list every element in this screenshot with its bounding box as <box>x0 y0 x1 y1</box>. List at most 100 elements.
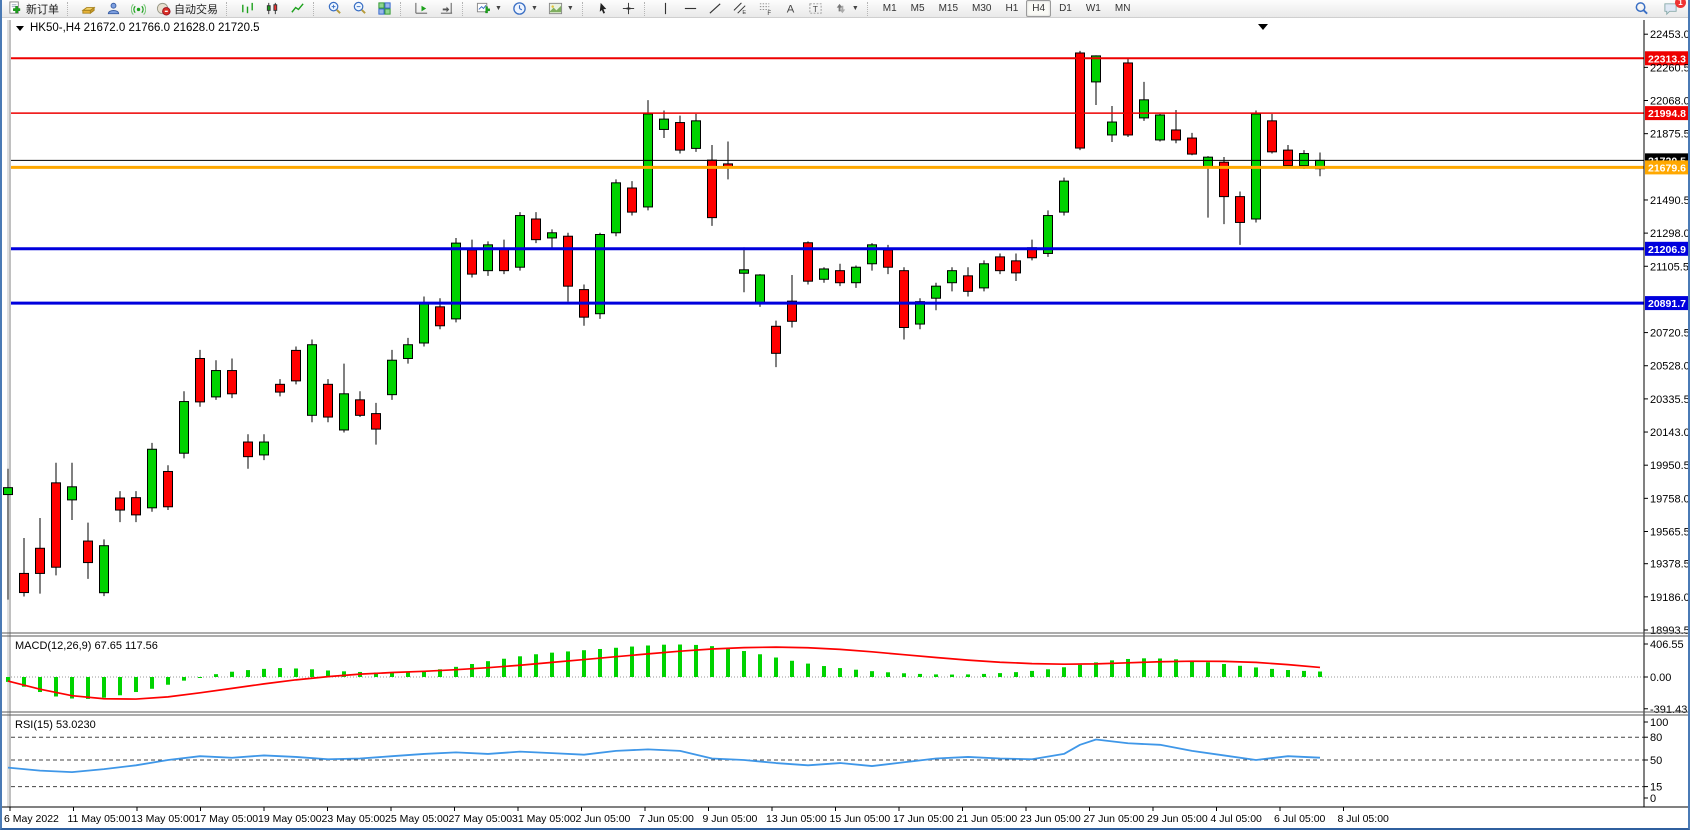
macd-histogram-bar <box>630 646 634 677</box>
svg-text:19565.5: 19565.5 <box>1650 526 1690 538</box>
macd-histogram-bar <box>262 668 266 677</box>
candle-body-down <box>243 441 253 458</box>
candle-body-down <box>275 383 285 393</box>
macd-histogram-bar <box>1270 668 1274 677</box>
timeframe-d1-button[interactable]: D1 <box>1059 3 1072 14</box>
macd-histogram-bar <box>742 651 746 677</box>
candle-chart-icon[interactable] <box>261 0 284 18</box>
new-order-label: 新订单 <box>26 3 59 16</box>
svg-text:20891.7: 20891.7 <box>1648 298 1686 310</box>
candle-body-up <box>1043 215 1053 254</box>
candle-body-up <box>211 370 221 398</box>
svg-text:23 May 05:00: 23 May 05:00 <box>322 813 386 825</box>
macd-histogram-bar <box>486 661 490 677</box>
template-dropdown[interactable]: ▼ <box>544 0 578 18</box>
macd-histogram-bar <box>726 648 730 677</box>
line-chart-icon[interactable] <box>286 0 309 18</box>
timeframe-m15-button[interactable]: M15 <box>938 3 959 14</box>
svg-text:20720.5: 20720.5 <box>1650 328 1690 340</box>
macd-pane[interactable]: MACD(12,26,9) 67.65 117.56 <box>6 640 1644 700</box>
period-dropdown[interactable]: ▼ <box>508 0 542 18</box>
macd-histogram-bar <box>678 644 682 677</box>
macd-histogram-bar <box>198 677 202 678</box>
svg-text:21994.8: 21994.8 <box>1648 108 1686 120</box>
toolbar-separator <box>462 1 468 16</box>
macd-histogram-bar <box>454 666 458 677</box>
timeframe-h1-button[interactable]: H1 <box>1005 3 1019 14</box>
macd-histogram-bar <box>566 651 570 677</box>
price-axis[interactable]: 22313.321994.821720.521679.621206.920891… <box>1643 20 1690 807</box>
candle-body-down <box>771 325 781 354</box>
svg-text:A: A <box>787 3 795 15</box>
candle-body-down <box>1187 137 1197 155</box>
candle-body-up <box>339 393 349 431</box>
chat-icon[interactable]: 1 <box>1659 0 1686 18</box>
price-pane[interactable] <box>3 50 1645 600</box>
candle-body-down <box>371 413 381 430</box>
new-chart-dropdown[interactable]: ▼ <box>472 0 506 18</box>
toolbar-separator <box>581 1 588 16</box>
candle-body-up <box>755 274 765 304</box>
crosshair-icon[interactable] <box>617 0 640 18</box>
timeframe-w1-button[interactable]: W1 <box>1085 3 1101 14</box>
timeframe-m1-button[interactable]: M1 <box>882 3 897 14</box>
macd-histogram-bar <box>950 674 954 677</box>
svg-text:50: 50 <box>1650 755 1662 767</box>
svg-text:17 Jun 05:00: 17 Jun 05:00 <box>893 813 954 825</box>
tile-windows-icon[interactable] <box>373 0 396 18</box>
chart-canvas[interactable]: MACD(12,26,9) 67.65 117.56 RSI(15) 53.023… <box>2 18 1690 830</box>
macd-histogram-bar <box>1078 664 1082 677</box>
candle-body-down <box>1011 260 1021 274</box>
hline-icon[interactable] <box>679 0 702 18</box>
candle-body-down <box>35 547 45 574</box>
trendline-icon[interactable] <box>704 0 727 18</box>
zoom-in-icon[interactable] <box>323 0 346 18</box>
svg-text:20528.0: 20528.0 <box>1650 361 1690 373</box>
fibonacci-icon[interactable]: F <box>754 0 777 18</box>
toolbar-separator <box>643 1 650 16</box>
zoom-out-icon[interactable] <box>348 0 371 18</box>
time-axis[interactable]: 6 May 2022 11 May 05:00 13 May 05:00 17 May… <box>4 807 1389 825</box>
candle-body-down <box>675 122 685 151</box>
candle-body-down <box>1235 196 1245 223</box>
vline-icon[interactable] <box>654 0 677 18</box>
autotrade-button[interactable]: 自动交易 <box>152 0 222 18</box>
auto-scroll-icon[interactable] <box>410 0 433 18</box>
shapes-dropdown[interactable]: ▼ <box>829 0 863 18</box>
svg-text:20143.0: 20143.0 <box>1650 427 1690 439</box>
candle-body-up <box>1091 55 1101 83</box>
timeframe-h4-button[interactable]: H4 <box>1026 0 1052 17</box>
macd-histogram-bar <box>150 677 154 689</box>
macd-histogram-bar <box>502 658 506 677</box>
channel-icon[interactable]: E <box>729 0 752 18</box>
market-watch-icon[interactable] <box>77 0 100 18</box>
cursor-icon[interactable] <box>592 0 615 18</box>
candle-body-down <box>435 306 445 327</box>
macd-histogram-bar <box>1238 665 1242 677</box>
macd-histogram-bar <box>1254 667 1258 677</box>
macd-histogram-bar <box>694 644 698 677</box>
timeframe-m30-button[interactable]: M30 <box>972 3 992 14</box>
macd-histogram-bar <box>102 677 106 698</box>
bar-chart-icon[interactable] <box>236 0 259 18</box>
price-level-badge <box>1645 51 1688 66</box>
rsi-pane[interactable]: RSI(15) 53.0230 <box>7 719 1644 788</box>
navigator-icon[interactable] <box>102 0 125 18</box>
signal-icon[interactable] <box>127 0 150 18</box>
candle-body-down <box>1123 62 1133 136</box>
new-order-button[interactable]: 新订单 <box>4 0 63 18</box>
search-icon[interactable] <box>1630 0 1653 18</box>
timeframe-mn-button[interactable]: MN <box>1114 3 1131 14</box>
candle-body-up <box>179 401 189 454</box>
label-icon[interactable]: T <box>804 0 827 18</box>
price-level-badge <box>1645 241 1688 256</box>
chart-shift-marker[interactable] <box>1258 24 1268 30</box>
candle-body-down <box>963 275 973 292</box>
svg-text:22068.0: 22068.0 <box>1650 96 1690 108</box>
chart-shift-icon[interactable] <box>435 0 458 18</box>
macd-histogram-bar <box>598 648 602 677</box>
timeframe-m5-button[interactable]: M5 <box>910 3 925 14</box>
macd-signal-line <box>7 646 1321 700</box>
macd-histogram-bar <box>310 669 314 677</box>
text-icon[interactable]: A <box>779 0 802 18</box>
